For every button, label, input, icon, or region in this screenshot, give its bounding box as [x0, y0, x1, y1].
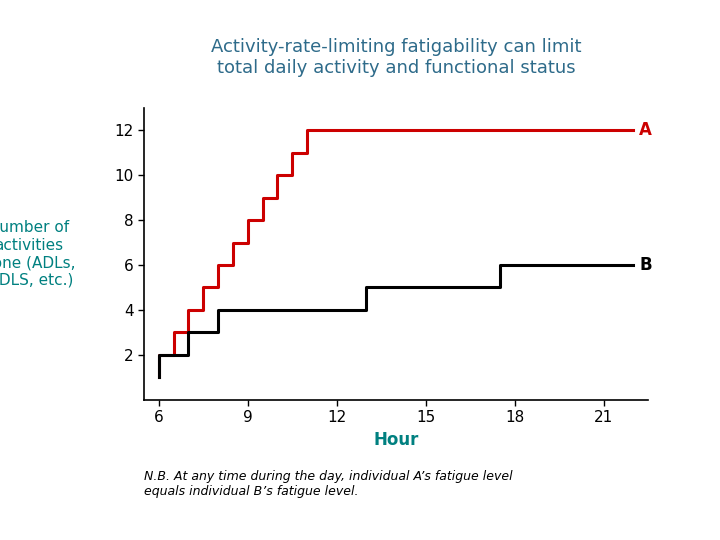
X-axis label: Hour: Hour: [373, 430, 419, 449]
Text: Number of
activities
done (ADLs,
IADLS, etc.): Number of activities done (ADLs, IADLS, …: [0, 220, 75, 287]
Text: A: A: [639, 122, 652, 139]
Text: B: B: [639, 256, 652, 274]
Text: Activity-rate-limiting fatigability can limit
total daily activity and functiona: Activity-rate-limiting fatigability can …: [211, 38, 581, 77]
Text: N.B. At any time during the day, individual A’s fatigue level
equals individual : N.B. At any time during the day, individ…: [144, 470, 513, 498]
